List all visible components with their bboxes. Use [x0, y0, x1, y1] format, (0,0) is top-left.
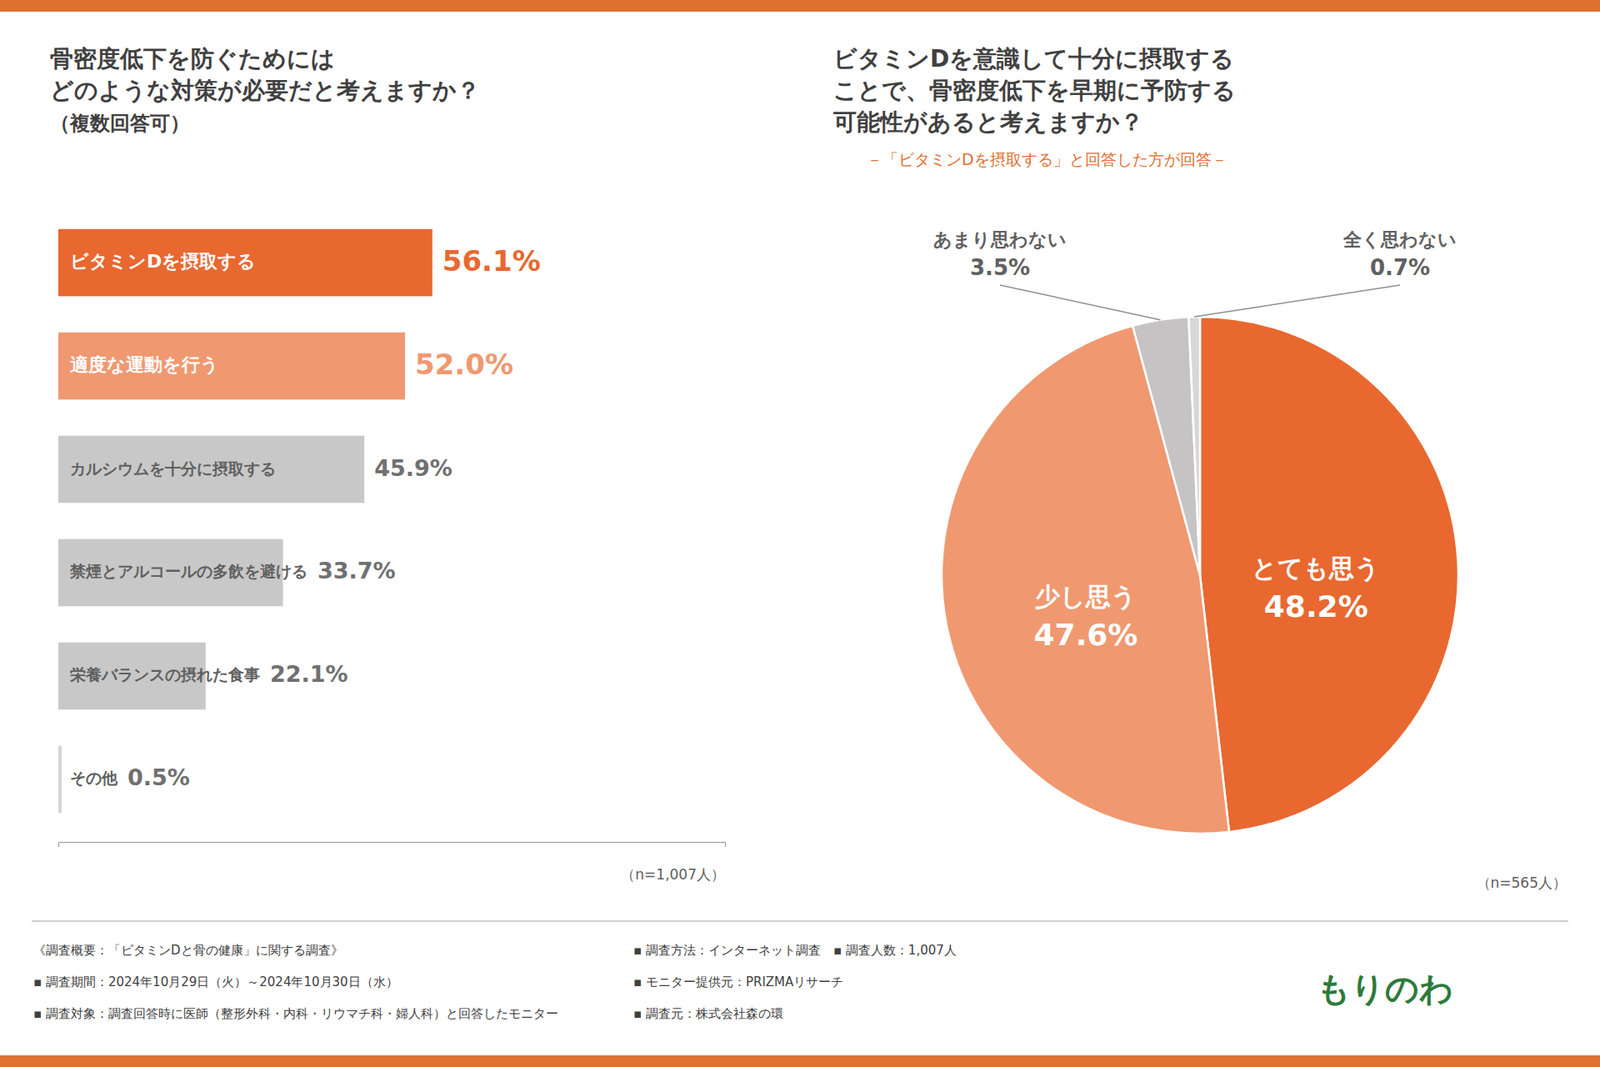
category-label: とても思う: [1251, 553, 1380, 583]
data-label: 22.1%: [270, 660, 349, 687]
chart-subtitle: （複数回答可）: [50, 111, 190, 135]
category-label: あまり思わない: [933, 229, 1067, 250]
data-label: 33.7%: [317, 557, 396, 584]
footer-text: 《調査概要：「ビタミンDと骨の健康」に関する調査》: [33, 942, 344, 958]
chart-title-line: ビタミンDを意識して十分に摂取する: [833, 45, 1235, 73]
pie-chart: ビタミンDを意識して十分に摂取することで、骨密度低下を早期に予防する可能性がある…: [832, 45, 1567, 891]
category-label: 少し思う: [1035, 581, 1137, 611]
bar: [58, 229, 433, 297]
axis-line: [59, 842, 726, 848]
data-label: 0.5%: [127, 764, 190, 790]
category-label: その他: [70, 768, 119, 787]
border-top: [0, 0, 1600, 12]
footer-text: ▪ 調査期間：2024年10月29日（火）～2024年10月30日（水）: [33, 974, 399, 990]
category-label: 全く思わない: [1342, 229, 1457, 250]
data-label: 47.6%: [1034, 617, 1139, 652]
leader-line: [1000, 285, 1160, 320]
data-label: 0.7%: [1370, 255, 1430, 280]
category-label: 栄養バランスの摂れた食事: [70, 665, 260, 684]
data-label: 45.9%: [374, 455, 453, 481]
annotation: （n=565人）: [1476, 874, 1567, 891]
bar: [58, 745, 62, 814]
slice: [1200, 316, 1459, 832]
chart-title-line: ことで、骨密度低下を早期に予防する: [833, 76, 1236, 105]
category-label: 禁煙とアルコールの多飲を避ける: [69, 561, 308, 580]
chart-title-line: 可能性があると考えますか？: [832, 108, 1144, 136]
bar: [58, 435, 365, 504]
chart-title-line: どのような対策が必要だと考えますか？: [50, 76, 480, 105]
slice: [1188, 316, 1200, 575]
data-label: 56.1%: [442, 244, 541, 278]
category-label: 適度な運動を行う: [70, 354, 220, 375]
value-axis: [59, 842, 726, 848]
annotation: （n=1,007人）: [620, 865, 725, 883]
chart-subtitle: －「ビタミンDを摂取する」と回答した方が回答－: [866, 150, 1228, 169]
slice-labels: とても思う 48.2% 少し思う 47.6% あまり思わない 3.5% 全く思わない 0.7%: [933, 229, 1457, 652]
logo-text: もりのわ: [1316, 969, 1454, 1008]
bar: [58, 332, 405, 400]
chart-title: 骨密度低下を防ぐためにはどのような対策が必要だと考えますか？: [50, 45, 480, 105]
chart-title: ビタミンDを意識して十分に摂取することで、骨密度低下を早期に予防する可能性がある…: [832, 45, 1236, 136]
bar-chart: 骨密度低下を防ぐためにはどのような対策が必要だと考えますか？ （複数回答可） ビタミ…: [50, 45, 726, 883]
footer-text: ▪ 調査方法：インターネット調査 ▪ 調査人数：1,007人: [633, 942, 957, 958]
data-label: 52.0%: [415, 347, 514, 381]
category-label: カルシウムを十分に摂取する: [70, 459, 276, 478]
leader-line: [1194, 285, 1400, 317]
category-label: ビタミンDを摂取する: [70, 250, 256, 272]
footer-text: ▪ 調査対象：調査回答時に医師（整形外科・内科・リウマチ科・婦人科）と回答したモ…: [33, 1005, 559, 1021]
chart-title-line: 骨密度低下を防ぐためには: [50, 45, 335, 73]
border-bottom: [0, 1055, 1600, 1067]
data-label: 3.5%: [970, 255, 1030, 280]
canvas: 骨密度低下を防ぐためにはどのような対策が必要だと考えますか？ （複数回答可） ビタミ…: [0, 0, 1600, 1067]
slices: [941, 316, 1459, 834]
bars: [58, 229, 433, 813]
footer-text: ▪ モニター提供元：PRIZMAリサーチ: [633, 974, 844, 990]
slice: [1132, 316, 1200, 575]
footer-text: ▪ 調査元：株式会社森の環: [633, 1005, 784, 1021]
separator: [31, 920, 1569, 922]
labels: ビタミンDを摂取する 56.1% 適度な運動を行う 52.0% カルシウムを十分に摂取す…: [69, 244, 541, 791]
data-label: 48.2%: [1264, 589, 1369, 624]
